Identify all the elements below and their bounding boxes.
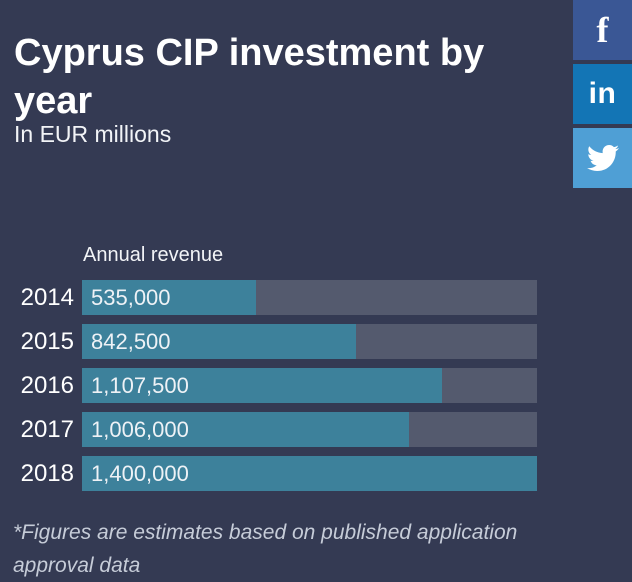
bar-value-label: 1,400,000	[91, 460, 189, 486]
social-share-column: f in	[573, 0, 632, 192]
bar-fill: 842,500	[82, 324, 356, 359]
chart-rows: 2014 535,000 2015 842,500 2016 1,107,500 2017 1…	[0, 280, 632, 491]
linkedin-icon: in	[588, 77, 617, 110]
bar-chart: Annual revenue 2014 535,000 2015 842,500 201…	[0, 243, 632, 500]
bar-value-label: 1,107,500	[91, 372, 189, 398]
bar-fill: 535,000	[82, 280, 256, 315]
bar-track: 842,500	[82, 324, 537, 359]
chart-footnote: *Figures are estimates based on publishe…	[13, 521, 518, 577]
bar-fill: 1,400,000	[82, 456, 537, 491]
chart-row: 2015 842,500	[0, 324, 632, 359]
twitter-icon	[586, 142, 619, 174]
facebook-icon: f	[596, 10, 609, 50]
chart-row: 2016 1,107,500	[0, 368, 632, 403]
chart-row: 2017 1,006,000	[0, 412, 632, 447]
bar-fill: 1,107,500	[82, 368, 442, 403]
year-label: 2015	[20, 327, 74, 355]
chart-subtitle: In EUR millions	[14, 121, 172, 147]
page-title: Cyprus CIP investment by year	[14, 32, 485, 123]
twitter-share-button[interactable]	[573, 128, 632, 188]
bar-track: 1,400,000	[82, 456, 537, 491]
bar-value-label: 842,500	[91, 328, 171, 354]
chart-row: 2014 535,000	[0, 280, 632, 315]
year-label: 2016	[20, 371, 74, 399]
linkedin-share-button[interactable]: in	[573, 64, 632, 124]
bar-fill: 1,006,000	[82, 412, 409, 447]
chart-row: 2018 1,400,000	[0, 456, 632, 491]
year-label: 2018	[20, 459, 74, 487]
facebook-share-button[interactable]: f	[573, 0, 632, 60]
bar-track: 535,000	[82, 280, 537, 315]
year-label: 2014	[20, 283, 74, 311]
year-label: 2017	[20, 415, 74, 443]
chart-column-header: Annual revenue	[83, 244, 224, 266]
bar-track: 1,107,500	[82, 368, 537, 403]
bar-value-label: 1,006,000	[91, 416, 189, 442]
bar-track: 1,006,000	[82, 412, 537, 447]
bar-value-label: 535,000	[91, 284, 171, 310]
